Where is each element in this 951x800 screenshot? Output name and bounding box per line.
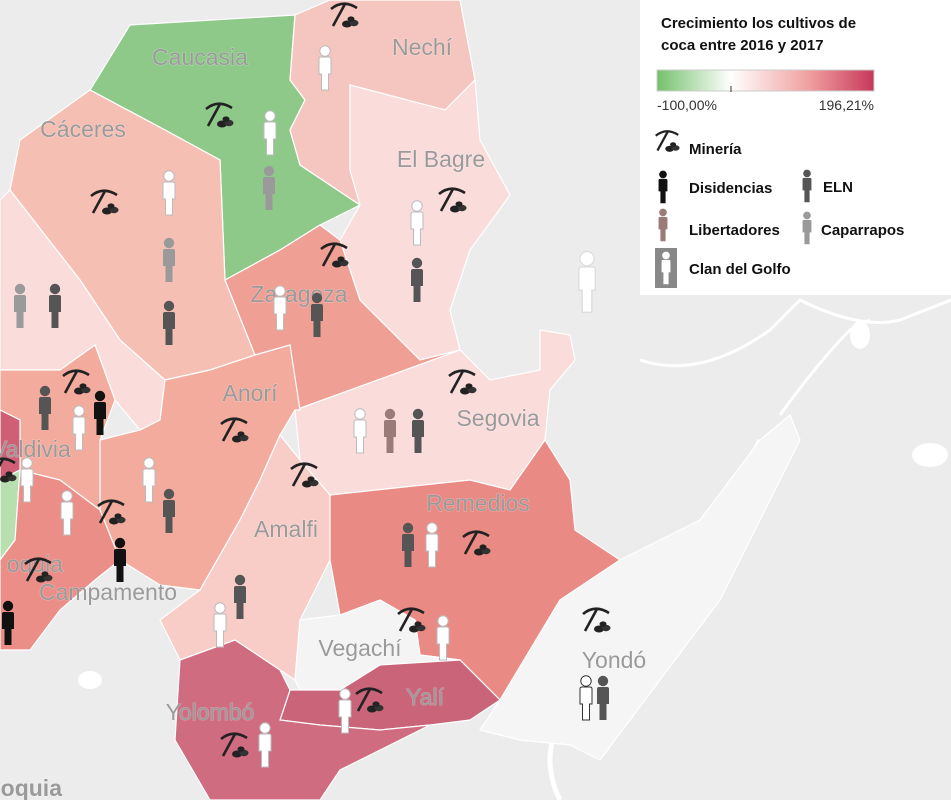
scale-min: -100,00%: [657, 97, 717, 113]
river: [778, 318, 871, 416]
place-label: Cáceres: [40, 116, 126, 142]
legend-title: Crecimiento los cultivos de: [661, 15, 856, 32]
river: [639, 298, 951, 368]
legend: Crecimiento los cultivos de coca entre 2…: [640, 0, 951, 295]
region: [339, 78, 511, 361]
legend-item: Minería: [689, 141, 742, 158]
place-label: Antioquia: [0, 775, 62, 800]
place-label: Yondó: [582, 647, 646, 673]
place-label: Zaragoza: [250, 281, 347, 307]
place-label: Yolombó: [166, 699, 255, 725]
lake: [912, 443, 948, 467]
legend-item: Disidencias: [689, 180, 772, 197]
place-label: Nechí: [392, 34, 453, 60]
lake: [850, 321, 870, 349]
lake: [78, 671, 102, 689]
place-label: Segovia: [456, 405, 539, 431]
legend-item: Caparrapos: [821, 222, 904, 239]
scale-max: 196,21%: [819, 97, 874, 113]
place-label: Anorí: [223, 380, 279, 406]
place-label: Caucasia: [152, 44, 248, 70]
region: [174, 639, 431, 800]
legend-item: ELN: [823, 179, 853, 196]
legend-item: Libertadores: [689, 222, 780, 239]
place-label: El Bagre: [397, 146, 485, 172]
region: [479, 414, 801, 761]
place-label: Yalí: [406, 684, 445, 710]
place-label: Valdivia: [0, 436, 71, 462]
place-label: Remedios: [426, 490, 530, 516]
place-label: Campamento: [39, 579, 177, 605]
municipalities: [0, 0, 801, 800]
place-labels: Caucasia Nechí Cáceres El Bagre Zaragoza Anor…: [0, 34, 647, 800]
legend-title: coca entre 2016 y 2017: [661, 37, 824, 54]
legend-box: [640, 0, 951, 295]
color-scale: [656, 69, 875, 92]
legend-item: Clan del Golfo: [689, 261, 791, 278]
place-label: Vegachí: [318, 635, 402, 661]
place-label: Amalfi: [254, 516, 318, 542]
place-label: Maceo: [400, 797, 469, 800]
